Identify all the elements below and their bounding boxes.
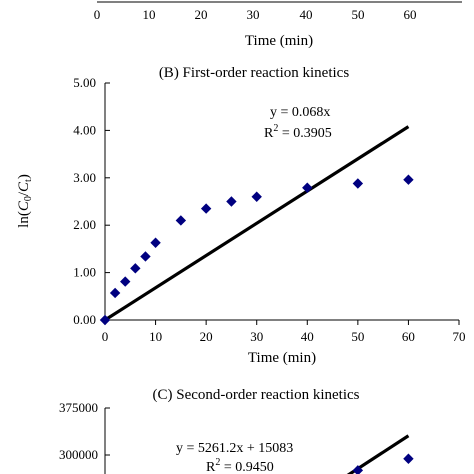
panel-b-y-ticks: 0.00 1.00 2.00 3.00 4.00 5.00 (73, 75, 110, 327)
panel-b-y-tick-label: 2.00 (73, 217, 96, 232)
panel-b-data-point (140, 251, 151, 262)
panel-c-r-squared: R2 = 0.9450 (206, 457, 274, 474)
panel-a-x-tick-6: 60 (404, 7, 417, 22)
panel-b-y-label: ln(C0/Ct) (16, 174, 34, 228)
panel-b-y-tick-label: 1.00 (73, 265, 96, 280)
panel-b-x-label: Time (min) (248, 350, 316, 366)
panel-b-x-tick-label: 70 (453, 329, 466, 344)
panel-b-data-point (99, 314, 111, 326)
panel-c-fit-line (346, 434, 410, 474)
panel-c: (C) Second-order reaction kinetics 37500… (59, 387, 414, 474)
panel-b-x-ticks: 0 10 20 30 40 50 60 70 (102, 320, 466, 344)
panel-a-x-tick-1: 10 (143, 7, 156, 22)
panel-b-y-tick-label: 4.00 (73, 122, 96, 137)
panel-b-data-point (251, 191, 262, 202)
panel-c-y-tick-label-375000: 375000 (59, 400, 98, 415)
panel-a-x-tick-5: 50 (352, 7, 365, 22)
panel-b-data-point (150, 237, 161, 248)
panel-b-x-tick-label: 60 (402, 329, 415, 344)
panel-b-x-tick-label: 30 (250, 329, 263, 344)
panel-b-data-points (99, 174, 414, 326)
panel-b-data-point (130, 263, 141, 274)
panel-c-title: (C) Second-order reaction kinetics (152, 387, 359, 403)
panel-b-y-tick-label: 5.00 (73, 75, 96, 90)
panel-c-y-tick-label-300000: 300000 (59, 447, 98, 462)
panel-b-y-tick-label: 3.00 (73, 170, 96, 185)
panel-c-equation: y = 5261.2x + 15083 (176, 441, 293, 456)
panel-b-x-tick-label: 50 (351, 329, 364, 344)
panel-a-x-tick-2: 20 (195, 7, 208, 22)
panel-b-equation: y = 0.068x (270, 105, 330, 120)
panel-c-data-point (403, 453, 414, 464)
panel-b-data-point (200, 203, 212, 214)
panel-b-data-point (109, 287, 121, 299)
panel-b-data-point (403, 174, 414, 185)
panel-b-y-tick-label: 0.00 (73, 312, 96, 327)
panel-b-data-point (120, 276, 131, 287)
panel-b-data-point (175, 215, 187, 226)
panel-b-x-tick-label: 40 (301, 329, 314, 344)
panel-b: (B) First-order reaction kinetics 0.00 1.… (16, 65, 466, 366)
panel-b-x-tick-label: 0 (102, 329, 109, 344)
panel-a: 0 10 20 30 40 50 60 Time (min) (94, 1, 462, 49)
panel-a-x-tick-0: 0 (94, 7, 101, 22)
panel-a-x-tick-4: 40 (300, 7, 313, 22)
panel-b-x-tick-label: 20 (200, 329, 213, 344)
panel-b-data-point (226, 196, 237, 207)
panel-b-r-squared: R2 = 0.3905 (264, 123, 332, 141)
panel-b-x-tick-label: 10 (149, 329, 162, 344)
panel-b-fit-line (104, 125, 410, 322)
panel-c-data-point (352, 465, 364, 474)
panel-b-data-point (302, 182, 313, 193)
panel-a-x-label: Time (min) (245, 33, 313, 49)
panel-c-data-points (352, 453, 414, 474)
panel-a-x-tick-3: 30 (247, 7, 260, 22)
panel-b-data-point (352, 178, 364, 189)
panel-b-title: (B) First-order reaction kinetics (159, 65, 350, 81)
